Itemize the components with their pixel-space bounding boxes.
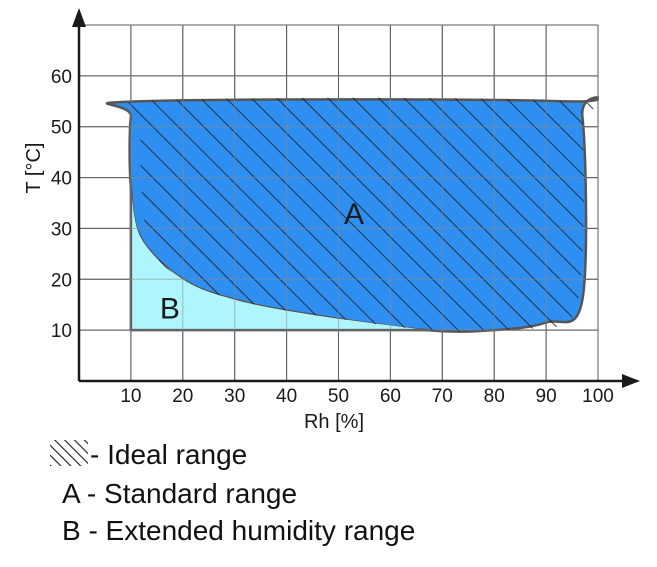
y-tick-label: 50 [51,118,72,139]
grid-overlay [79,24,599,381]
legend-item-ideal-range: - Ideal range [90,439,247,470]
legend-item-extended-humidity-range: B - Extended humidity range [62,515,415,546]
region-b-extended-humidity-range [130,187,427,331]
x-axis-title: Rh [%] [304,411,364,433]
region-a-label: A [344,198,364,231]
x-tick-label: 70 [432,386,453,407]
x-tick-label: 90 [536,386,557,407]
ideal-range-hatch [114,97,599,332]
y-tick-label: 20 [51,270,72,291]
y-tick-label: 40 [51,169,72,190]
x-tick-label: 50 [328,386,349,407]
y-axis-title: T [°C] [23,143,45,194]
y-tick-labels: 10 20 30 40 50 60 [51,67,72,342]
legend-item-standard-range: A - Standard range [62,478,297,509]
x-tick-label: 60 [380,386,401,407]
x-tick-label: 100 [582,386,614,407]
x-tick-label: 40 [276,386,297,407]
region-b-label: B [160,292,180,325]
legend: - Ideal range A - Standard range B - Ext… [50,439,415,546]
x-axis-arrow [622,374,640,388]
y-tick-label: 60 [51,67,72,88]
x-tick-label: 30 [224,386,245,407]
x-tick-label: 20 [172,386,193,407]
legend-hatch-swatch [50,440,88,466]
y-tick-label: 30 [51,219,72,240]
y-axis-arrow [72,8,86,27]
y-tick-label: 10 [51,321,72,342]
x-tick-labels: 10 20 30 40 50 60 70 80 90 100 [120,386,614,407]
axes [72,8,640,388]
x-tick-label: 10 [120,386,141,407]
x-tick-label: 80 [484,386,505,407]
